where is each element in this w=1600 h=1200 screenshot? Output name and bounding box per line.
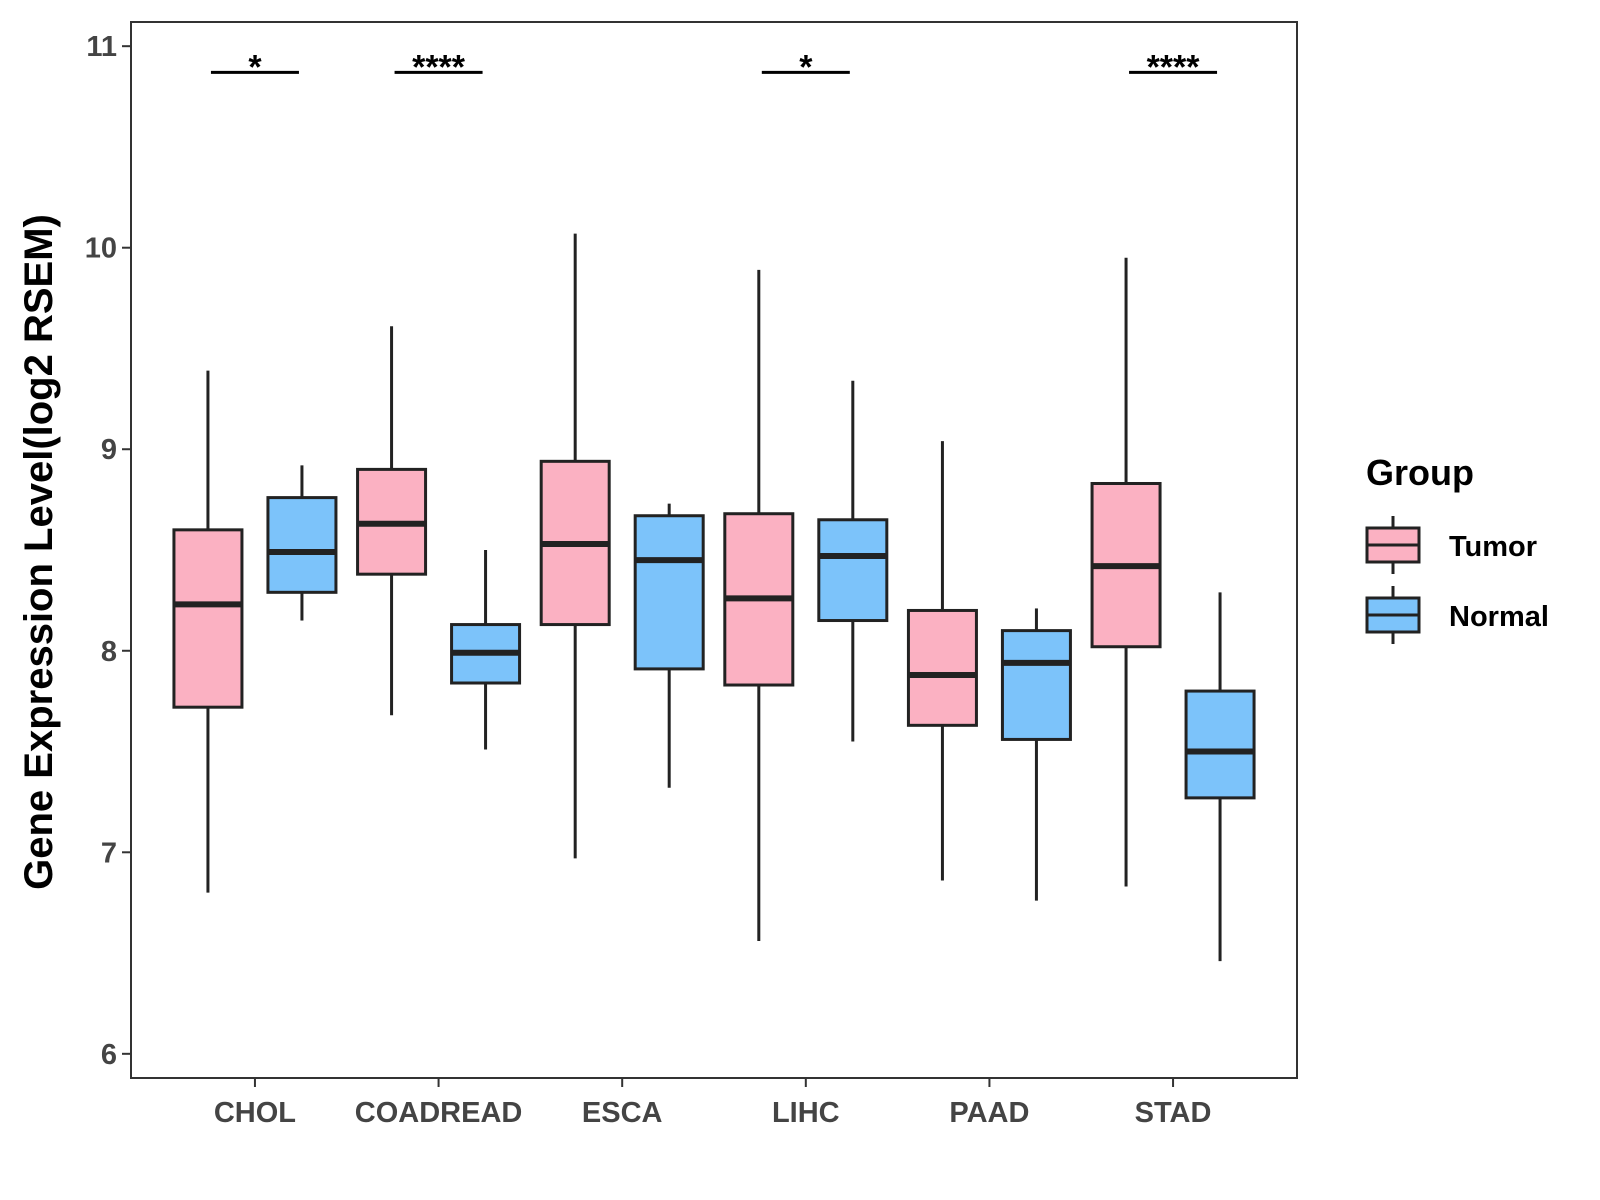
- box-iqr: [266, 496, 338, 594]
- box-normal-paad: [1000, 608, 1072, 901]
- box-normal-lihc: [817, 380, 889, 742]
- y-tick-label: 6: [101, 1039, 117, 1071]
- x-tick-label-coadread: COADREAD: [355, 1097, 523, 1129]
- x-axis: CHOL COADREAD ESCA LIHC PAAD STAD: [214, 1078, 1212, 1129]
- x-tick-label-stad: STAD: [1135, 1097, 1212, 1129]
- y-tick-label: 10: [85, 233, 117, 265]
- legend-item-tumor: Tumor: [1365, 516, 1537, 574]
- box-normal-coadread: [450, 550, 522, 750]
- plot-panel-border: [130, 21, 1298, 1079]
- significance-annotations: * **** * ****: [210, 48, 1218, 86]
- x-tick-label-esca: ESCA: [582, 1097, 663, 1129]
- significance-label-lihc: *: [799, 48, 813, 86]
- box-normal-chol: [266, 465, 338, 621]
- x-tick-label-chol: CHOL: [214, 1097, 296, 1129]
- y-tick-label: 8: [101, 636, 117, 668]
- significance-label-coadread: ****: [412, 48, 466, 86]
- box-normal-esca: [633, 503, 705, 788]
- y-axis-title: Gene Expression Level(log2 RSEM): [17, 214, 61, 890]
- box-normal-stad: [1184, 592, 1256, 962]
- box-tumor-stad: [1090, 257, 1162, 887]
- box-tumor-chol: [172, 370, 244, 893]
- legend-label-normal: Normal: [1449, 601, 1549, 633]
- significance-label-stad: ****: [1147, 48, 1201, 86]
- box-iqr: [817, 518, 889, 623]
- x-tick-label-paad: PAAD: [949, 1097, 1029, 1129]
- box-series: [172, 233, 1256, 962]
- y-tick-label: 7: [101, 837, 117, 869]
- box-tumor-lihc: [723, 269, 795, 941]
- x-tick-label-lihc: LIHC: [772, 1097, 840, 1129]
- legend-title: Group: [1366, 452, 1474, 493]
- legend-items: Tumor Normal: [1365, 516, 1549, 644]
- box-tumor-esca: [539, 233, 611, 859]
- box-iqr: [906, 608, 978, 727]
- significance-label-chol: *: [248, 48, 262, 86]
- legend-label-tumor: Tumor: [1449, 531, 1537, 563]
- box-tumor-coadread: [356, 326, 428, 716]
- box-iqr: [633, 514, 705, 671]
- legend: Group Tumor Normal: [1365, 452, 1549, 644]
- box-iqr: [1184, 689, 1256, 800]
- y-tick-label: 9: [101, 434, 117, 466]
- y-axis: 6 7 8 9 10 11: [85, 31, 131, 1071]
- box-iqr: [1000, 629, 1072, 741]
- y-tick-label: 11: [86, 31, 117, 63]
- legend-item-normal: Normal: [1365, 586, 1549, 644]
- box-iqr: [172, 528, 244, 709]
- box-tumor-paad: [906, 441, 978, 881]
